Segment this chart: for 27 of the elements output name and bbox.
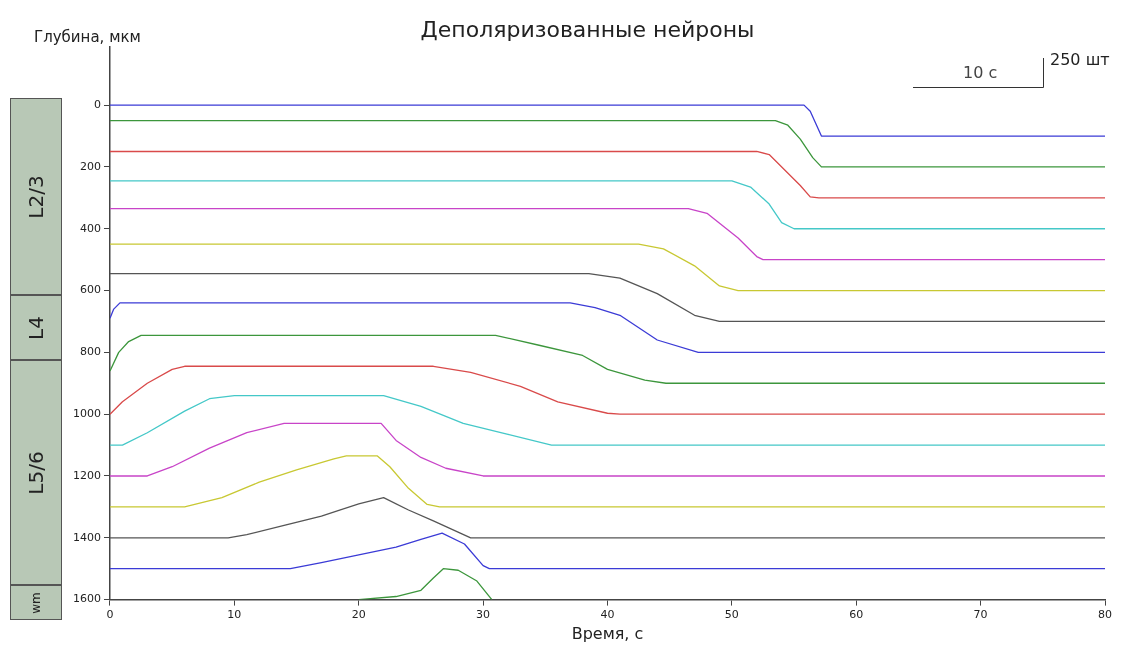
y-tick-label: 600: [79, 283, 101, 297]
x-tick-label: 20: [351, 608, 366, 622]
y-tick-label: 1600: [72, 592, 101, 606]
y-tick-label: 200: [79, 159, 101, 173]
text: L2/3: [24, 174, 48, 219]
x-tick-label: 10: [227, 608, 242, 622]
x-tick-label: 50: [724, 608, 739, 622]
y-tick-label: 1200: [72, 468, 101, 482]
text: L4: [24, 315, 48, 340]
y-tick-label: 1400: [72, 530, 101, 544]
x-tick-label: 70: [973, 608, 988, 622]
x-tick-label: 0: [106, 608, 114, 622]
y-tick-label: 1000: [72, 407, 101, 421]
y-tick-label: 800: [79, 345, 101, 359]
text: wm: [28, 591, 43, 614]
x-tick-label: 30: [476, 608, 491, 622]
chart-title: Деполяризованные нейроны: [420, 16, 755, 42]
x-tick-label: 40: [600, 608, 615, 622]
y-tick-label: 400: [79, 221, 101, 235]
annotation: 250 шт: [1050, 50, 1110, 69]
y-tick-label: 0: [93, 97, 101, 111]
x-tick-label: 80: [1098, 608, 1112, 622]
y-axis-title: Глубина, мкм: [34, 28, 141, 46]
x-tick-label: 60: [849, 608, 864, 622]
text: L5/6: [24, 450, 48, 495]
annotation: 10 с: [963, 63, 998, 82]
x-axis-title: Время, с: [571, 623, 644, 643]
